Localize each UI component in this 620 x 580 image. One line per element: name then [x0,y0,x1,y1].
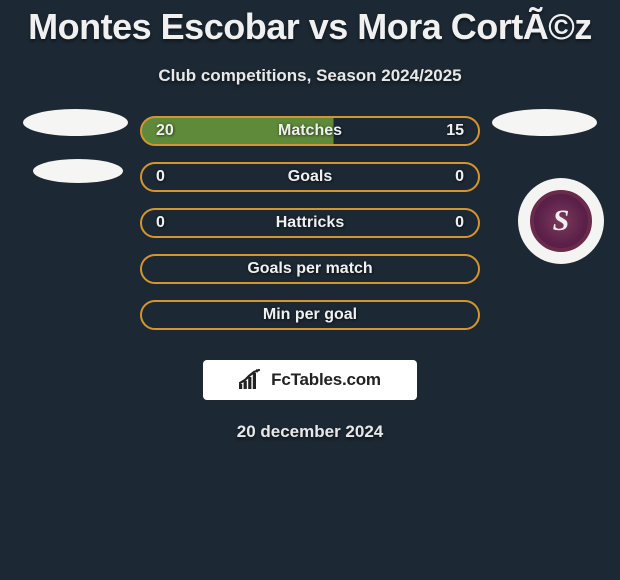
page-subtitle: Club competitions, Season 2024/2025 [0,66,620,86]
player-badge-placeholder [492,109,597,136]
stat-row: 0Hattricks0S [0,208,620,254]
club-logo-letter: S [553,204,570,238]
stat-label: Goals [184,168,436,186]
stat-left-value: 0 [156,214,184,232]
brand-text: FcTables.com [271,370,381,390]
chart-icon [239,369,265,391]
stat-row: Min per goal [0,300,620,346]
stat-bar: Goals per match [140,254,480,284]
stat-bar: 0Hattricks0 [140,208,480,238]
club-logo: S [518,178,604,264]
stat-right-value: 15 [436,122,464,140]
page-root: Montes Escobar vs Mora CortÃ©z Club comp… [0,0,620,580]
stat-label: Min per goal [184,306,436,324]
stat-left-value: 20 [156,122,184,140]
stat-right-value: 0 [436,168,464,186]
stat-right-value: 0 [436,214,464,232]
stat-rows: 20Matches150Goals00Hattricks0SGoals per … [0,116,620,346]
stat-label: Goals per match [184,260,436,278]
badge-left [23,159,123,183]
stat-row: Goals per match [0,254,620,300]
stat-label: Matches [184,122,436,140]
date-line: 20 december 2024 [0,422,620,442]
club-logo-inner: S [530,190,592,252]
player-badge-placeholder [33,159,123,183]
stat-bar: 0Goals0 [140,162,480,192]
stat-bar: Min per goal [140,300,480,330]
stat-row: 20Matches15 [0,116,620,162]
badge-right [492,109,597,136]
stat-bar: 20Matches15 [140,116,480,146]
badge-right: S [518,178,604,264]
stat-left-value: 0 [156,168,184,186]
page-title: Montes Escobar vs Mora CortÃ©z [0,0,620,48]
stat-label: Hattricks [184,214,436,232]
brand-box: FcTables.com [203,360,417,400]
badge-left [23,109,128,136]
player-badge-placeholder [23,109,128,136]
